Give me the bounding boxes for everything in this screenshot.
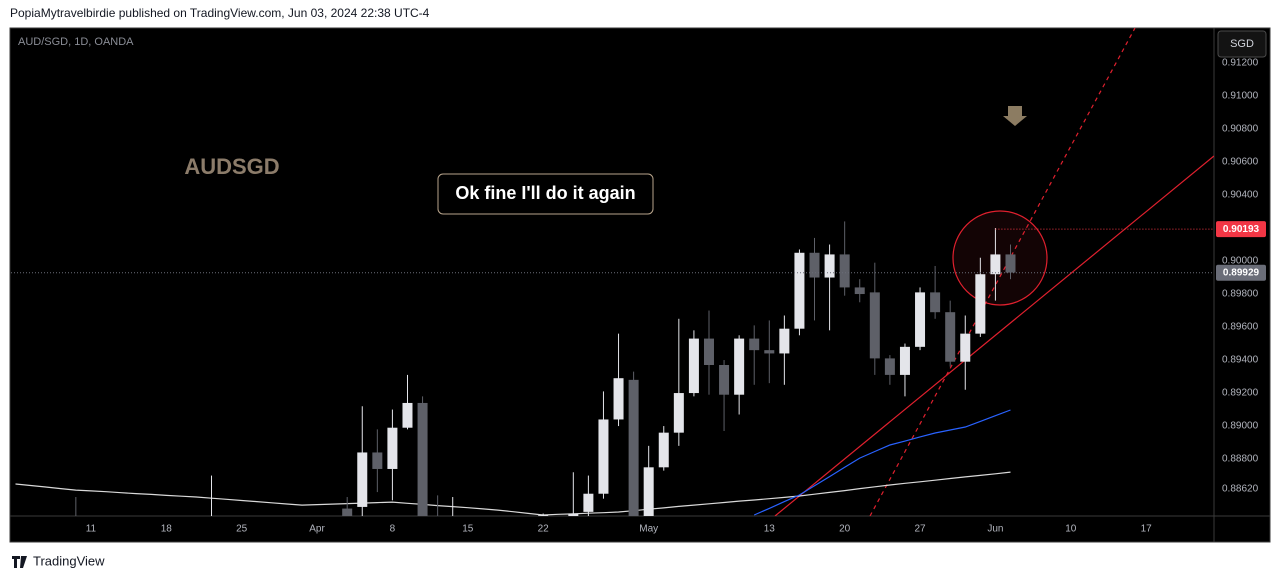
candle-body	[884, 358, 895, 375]
y-tick-label: 0.90400	[1222, 190, 1259, 201]
candle-body	[1005, 254, 1016, 273]
candle-body	[749, 338, 760, 351]
candle-body	[764, 350, 775, 354]
candle-body	[613, 378, 624, 420]
currency-label[interactable]: SGD	[1230, 38, 1254, 50]
candle-body	[357, 452, 368, 507]
x-tick-label: Jun	[987, 524, 1003, 535]
moving-average	[15, 471, 1011, 516]
candle-body	[899, 346, 910, 375]
candle-body	[839, 254, 850, 288]
x-tick-label: 17	[1141, 524, 1153, 535]
candle-body	[583, 493, 594, 512]
candle-body	[779, 328, 790, 354]
x-tick-label: 13	[764, 524, 776, 535]
price-label-box	[1216, 264, 1266, 281]
candle-body	[960, 333, 971, 362]
moving-average	[753, 409, 1011, 516]
candle-body	[372, 452, 383, 469]
candle-body	[568, 513, 579, 516]
y-tick-label: 0.89800	[1222, 289, 1259, 300]
price-label-box	[1216, 221, 1266, 238]
x-tick-label: 22	[538, 524, 550, 535]
candle-body	[990, 254, 1001, 275]
candle-body	[854, 287, 865, 295]
candle-body	[734, 338, 745, 395]
x-tick-label: 15	[462, 524, 474, 535]
candle-body	[794, 252, 805, 329]
x-tick-label: 27	[914, 524, 926, 535]
y-tick-label: 0.89600	[1222, 322, 1259, 333]
candle-body	[915, 292, 926, 347]
y-tick-label: 0.90800	[1222, 124, 1259, 135]
annotation-text: Ok fine I'll do it again	[455, 183, 635, 203]
y-tick-label: 0.90600	[1222, 157, 1259, 168]
currency-button[interactable]	[1217, 30, 1267, 58]
footer-brand: TradingView	[33, 553, 105, 568]
y-tick-label: 0.91000	[1222, 91, 1259, 102]
x-tick-label: Apr	[309, 524, 325, 535]
price-label: 0.90193	[1223, 224, 1260, 235]
candle-body	[869, 292, 880, 359]
x-tick-label: 11	[86, 524, 97, 535]
watermark: AUDSGD	[184, 154, 279, 179]
candle-body	[342, 508, 353, 516]
y-tick-label: 0.88620	[1222, 483, 1259, 494]
candle-body	[643, 467, 654, 516]
symbol-label: AUD/SGD, 1D, OANDA	[18, 36, 134, 48]
candle-body	[975, 274, 986, 334]
logo	[12, 556, 27, 568]
y-tick-label: 0.89400	[1222, 355, 1259, 366]
candle-body	[930, 292, 941, 313]
x-tick-label: 8	[390, 524, 396, 535]
x-tick-label: 10	[1065, 524, 1077, 535]
candle-body	[387, 427, 398, 469]
axes: 0.91200 0.91000 0.90800 0.90600 0.90400 0.900…	[86, 58, 1266, 535]
candle-body	[598, 419, 609, 494]
annotation-box	[437, 173, 654, 215]
candle-body	[945, 312, 956, 362]
candle-body	[673, 393, 684, 433]
candle-body	[688, 338, 699, 394]
candle-body	[824, 254, 835, 278]
candle-body	[417, 402, 428, 516]
candle-body	[719, 364, 730, 395]
candle-body	[703, 338, 714, 365]
plot-area	[10, 28, 1214, 516]
price-label: 0.89929	[1223, 267, 1260, 278]
x-tick-label: 18	[161, 524, 173, 535]
x-tick-label: 25	[236, 524, 248, 535]
candle-body	[538, 515, 549, 516]
candle-body	[628, 379, 639, 516]
x-tick-label: 20	[839, 524, 851, 535]
y-tick-label: 0.89000	[1222, 421, 1259, 432]
header-text: PopiaMytravelbirdie published on Trading…	[10, 6, 430, 20]
candle-body	[402, 402, 413, 428]
y-tick-label: 0.90000	[1222, 256, 1259, 267]
candle-body	[658, 432, 669, 468]
x-tick-label: May	[639, 524, 658, 535]
down-arrow	[1003, 106, 1027, 126]
chart-pane	[9, 27, 1271, 543]
y-tick-label: 0.88800	[1222, 454, 1259, 465]
y-tick-label: 0.91200	[1222, 58, 1259, 69]
candle-body	[809, 252, 820, 278]
y-tick-label: 0.89200	[1222, 388, 1259, 399]
trend-line	[774, 155, 1214, 516]
